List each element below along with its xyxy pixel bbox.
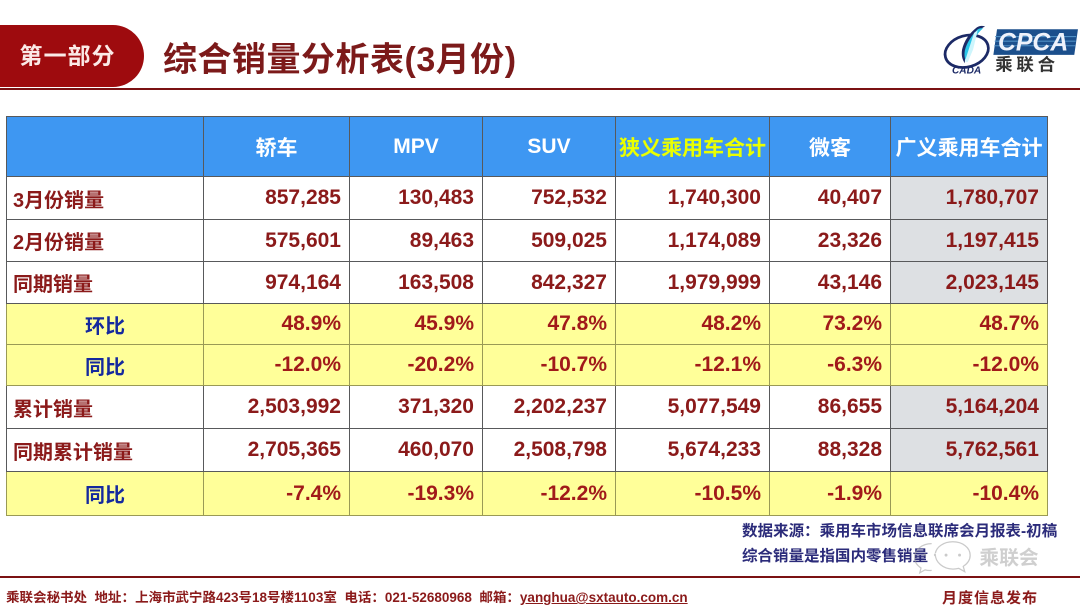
svg-text:乘联会: 乘联会 [979,541,1039,570]
svg-text:乘联合: 乘联合 [995,52,1058,77]
svg-text:CADA: CADA [952,65,981,76]
